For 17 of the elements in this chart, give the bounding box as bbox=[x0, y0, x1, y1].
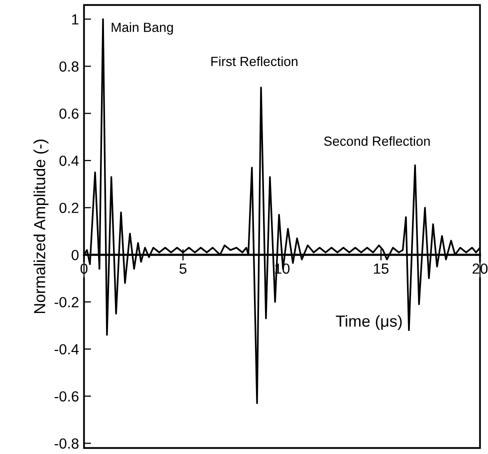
y-tick-label: 0.6 bbox=[59, 108, 78, 119]
y-tick-label: 1 bbox=[72, 14, 78, 24]
y-axis-title: Normalized Amplitude (-) bbox=[34, 140, 48, 314]
y-tick-label: -0.6 bbox=[54, 391, 78, 402]
y-tick-label: 0 bbox=[72, 250, 79, 260]
annotation: First Reflection bbox=[211, 56, 298, 66]
y-tick-label: 0.4 bbox=[59, 156, 79, 166]
annotation: Main Bang bbox=[112, 22, 173, 35]
x-tick-label: 5 bbox=[180, 264, 186, 274]
y-tick-label: -0.2 bbox=[54, 297, 78, 308]
y-tick-label: 0.8 bbox=[59, 61, 79, 72]
y-tick-label: -0.8 bbox=[54, 438, 79, 449]
x-tick-label: 15 bbox=[374, 264, 388, 274]
annotation: Second Reflection bbox=[324, 136, 430, 146]
y-tick-label: 0.2 bbox=[59, 202, 78, 214]
x-axis-title: Time (μs) bbox=[336, 315, 402, 330]
y-tick-label: -0.4 bbox=[54, 344, 79, 354]
